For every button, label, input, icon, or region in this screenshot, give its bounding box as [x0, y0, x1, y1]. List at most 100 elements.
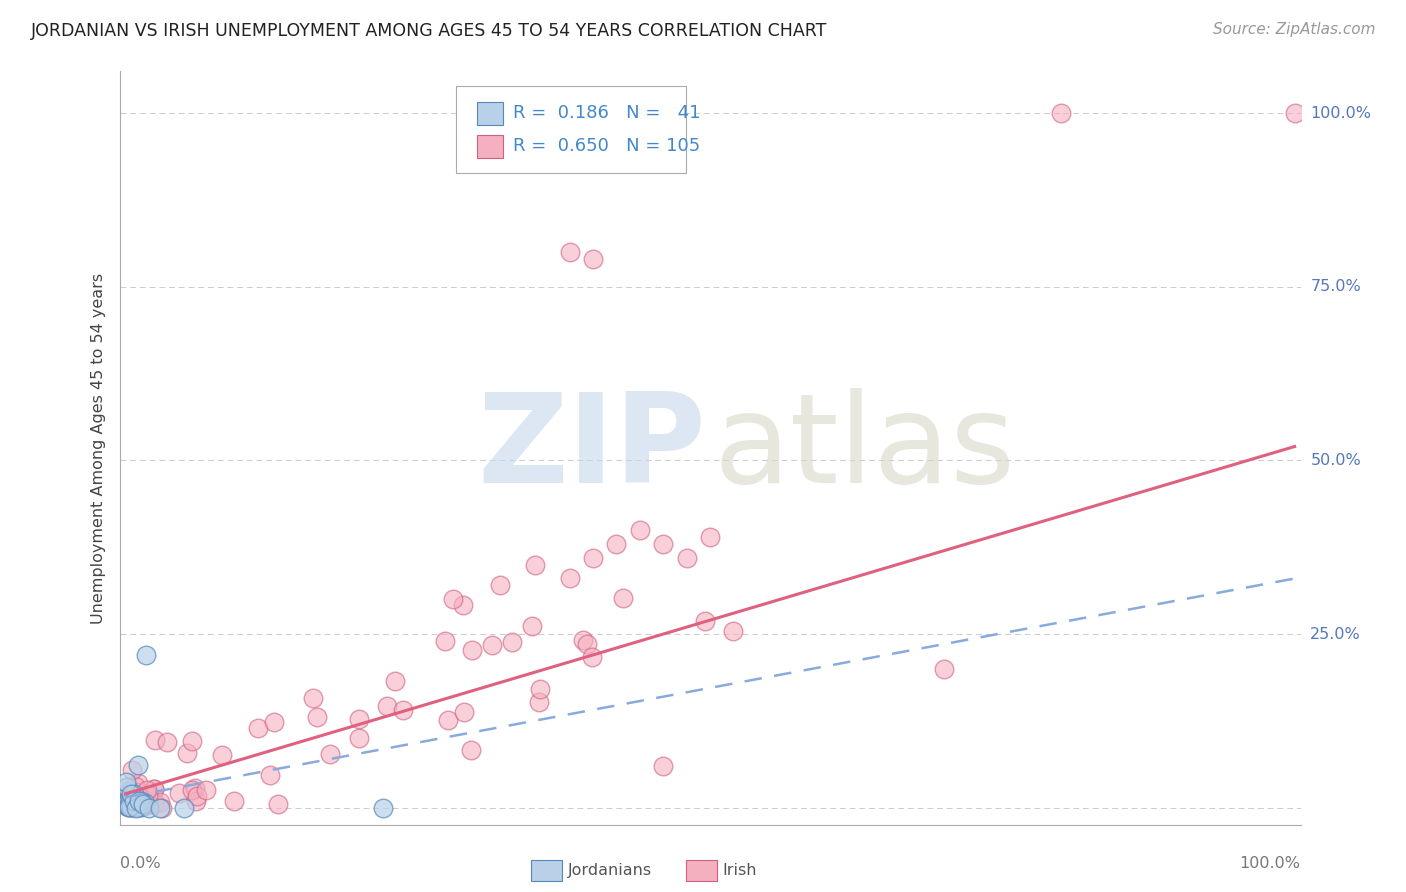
Point: [115, 797, 138, 811]
Point: [118, 799, 141, 814]
Text: 75.0%: 75.0%: [1310, 279, 1361, 294]
Point: [138, 797, 160, 812]
Point: [127, 796, 149, 810]
Point: [118, 791, 141, 805]
Point: [122, 788, 145, 802]
Point: [441, 592, 464, 607]
Text: R =  0.650   N = 105: R = 0.650 N = 105: [513, 137, 700, 155]
Point: [120, 799, 142, 814]
Point: [520, 619, 543, 633]
Point: [347, 731, 370, 745]
Point: [612, 591, 634, 605]
Point: [384, 674, 406, 689]
Point: [118, 785, 141, 799]
Point: [180, 783, 202, 797]
Point: [115, 775, 138, 789]
Point: [437, 714, 460, 728]
Point: [167, 786, 190, 800]
Point: [173, 801, 195, 815]
Point: [135, 648, 157, 662]
Point: [155, 734, 177, 748]
Text: R =  0.186   N =   41: R = 0.186 N = 41: [513, 104, 700, 122]
Point: [115, 780, 138, 795]
Point: [115, 797, 138, 812]
Point: [118, 797, 141, 812]
Point: [582, 550, 605, 565]
Point: [125, 785, 148, 799]
Point: [115, 796, 138, 810]
Point: [263, 715, 285, 730]
Point: [121, 764, 143, 778]
Point: [375, 699, 398, 714]
Point: [1284, 106, 1306, 120]
Point: [122, 800, 145, 814]
Point: [117, 799, 139, 814]
Point: [605, 537, 627, 551]
Point: [461, 643, 484, 657]
Point: [176, 746, 198, 760]
Point: [120, 787, 142, 801]
Point: [117, 800, 139, 814]
Point: [118, 797, 141, 811]
Point: [127, 798, 149, 813]
Point: [695, 615, 717, 629]
Point: [122, 793, 145, 807]
Point: [195, 782, 218, 797]
Point: [121, 798, 143, 813]
Point: [628, 523, 651, 537]
Point: [652, 537, 675, 551]
Text: Source: ZipAtlas.com: Source: ZipAtlas.com: [1212, 22, 1375, 37]
Point: [136, 783, 159, 797]
Point: [115, 795, 138, 809]
Point: [120, 783, 142, 797]
Point: [117, 797, 139, 811]
Point: [117, 799, 139, 814]
Point: [124, 779, 146, 793]
Point: [143, 732, 166, 747]
Point: [211, 747, 233, 762]
Point: [371, 801, 394, 815]
Point: [501, 634, 523, 648]
Point: [699, 530, 721, 544]
Point: [134, 797, 156, 811]
Point: [460, 742, 482, 756]
FancyBboxPatch shape: [478, 102, 503, 125]
Point: [581, 649, 603, 664]
Point: [582, 252, 605, 266]
Point: [121, 800, 143, 814]
Point: [127, 776, 149, 790]
Text: Irish: Irish: [723, 863, 758, 878]
Point: [1050, 106, 1073, 120]
Point: [149, 795, 172, 809]
Point: [125, 799, 148, 814]
Point: [184, 780, 207, 795]
Point: [652, 759, 675, 773]
Point: [529, 695, 551, 709]
Point: [186, 789, 208, 803]
Point: [120, 800, 142, 814]
Point: [115, 793, 138, 807]
Point: [122, 797, 145, 812]
Text: atlas: atlas: [714, 388, 1015, 508]
Y-axis label: Unemployment Among Ages 45 to 54 years: Unemployment Among Ages 45 to 54 years: [90, 273, 105, 624]
Point: [145, 797, 167, 811]
Point: [115, 796, 138, 810]
Text: 25.0%: 25.0%: [1310, 626, 1361, 641]
Point: [267, 797, 290, 812]
Point: [529, 681, 551, 696]
Point: [127, 757, 149, 772]
Point: [129, 794, 152, 808]
Point: [150, 801, 173, 815]
Point: [117, 794, 139, 808]
Point: [721, 624, 744, 638]
Point: [302, 690, 325, 705]
Point: [115, 799, 138, 814]
Point: [149, 801, 172, 815]
Text: 50.0%: 50.0%: [1310, 453, 1361, 468]
Point: [120, 789, 142, 804]
Point: [125, 789, 148, 803]
Point: [122, 794, 145, 808]
Point: [247, 721, 270, 735]
Point: [523, 558, 546, 572]
Point: [932, 662, 955, 676]
